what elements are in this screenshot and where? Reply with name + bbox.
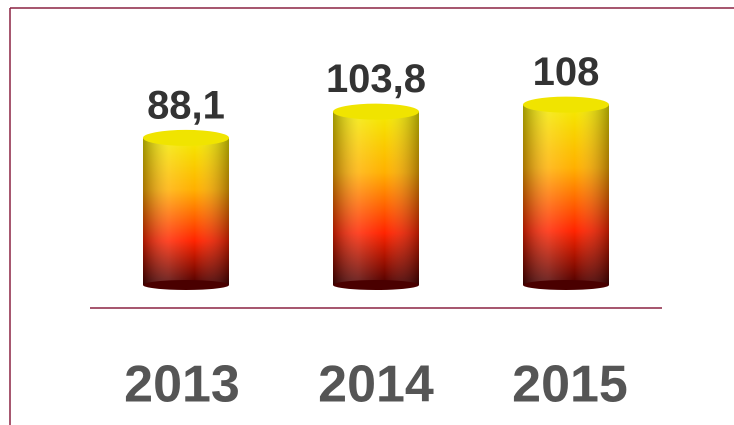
x-tick-label: 2013 [124, 356, 240, 414]
bar-shade [333, 111, 419, 286]
value-label: 88,1 [147, 83, 225, 127]
bar-bottom [333, 280, 419, 290]
bar-shade [523, 104, 609, 285]
bar-bottom [523, 280, 609, 290]
bar-top [143, 129, 229, 146]
x-tick-label: 2014 [318, 356, 434, 414]
x-tick-label: 2015 [512, 356, 628, 414]
bar-bottom [143, 280, 229, 290]
bar-top [523, 96, 609, 113]
value-label: 103,8 [326, 57, 426, 101]
value-label: 108 [533, 50, 600, 94]
bar-shade [143, 137, 229, 285]
bar-top [333, 103, 419, 120]
